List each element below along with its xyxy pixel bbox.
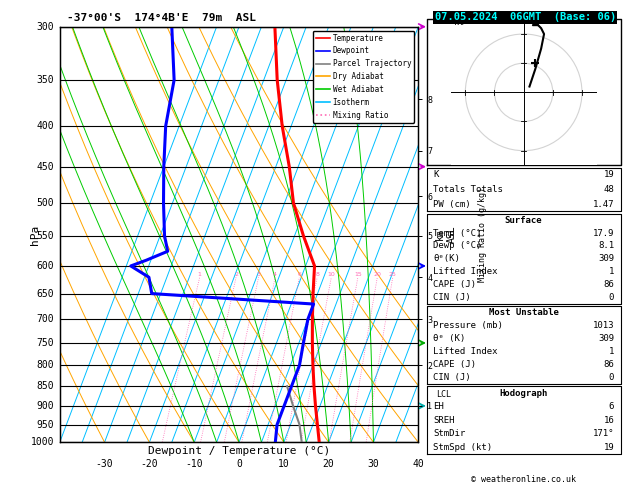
Text: 30: 30 <box>367 459 379 469</box>
Text: LCL: LCL <box>437 390 451 399</box>
Text: 171°: 171° <box>593 430 615 438</box>
Text: θᵉ (K): θᵉ (K) <box>433 334 465 343</box>
Text: Totals Totals: Totals Totals <box>433 185 503 194</box>
Text: 309: 309 <box>598 254 615 263</box>
Text: -10: -10 <box>186 459 203 469</box>
Text: 900: 900 <box>36 401 54 411</box>
Text: 19: 19 <box>603 443 615 452</box>
Text: 17.9: 17.9 <box>593 228 615 238</box>
Y-axis label: km
ASL: km ASL <box>435 226 457 243</box>
Text: Temp (°C): Temp (°C) <box>433 228 481 238</box>
Text: kt: kt <box>454 18 464 27</box>
Text: CAPE (J): CAPE (J) <box>433 360 476 369</box>
Text: Mixing Ratio (g/kg): Mixing Ratio (g/kg) <box>478 187 487 282</box>
Text: 07.05.2024  06GMT  (Base: 06): 07.05.2024 06GMT (Base: 06) <box>435 12 616 22</box>
Text: 0: 0 <box>609 373 615 382</box>
Text: Lifted Index: Lifted Index <box>433 347 498 356</box>
Text: 25: 25 <box>389 272 397 278</box>
Text: 1: 1 <box>609 347 615 356</box>
Text: Dewp (°C): Dewp (°C) <box>433 242 481 250</box>
Text: 20: 20 <box>374 272 381 278</box>
Text: 20: 20 <box>323 459 335 469</box>
Text: 1.47: 1.47 <box>593 200 615 208</box>
Text: 86: 86 <box>603 360 615 369</box>
Text: 48: 48 <box>603 185 615 194</box>
Text: 650: 650 <box>36 289 54 298</box>
Text: hPa: hPa <box>30 225 40 244</box>
Text: 19: 19 <box>603 171 615 179</box>
Text: Hodograph: Hodograph <box>499 389 548 398</box>
Text: 750: 750 <box>36 338 54 348</box>
Text: 6: 6 <box>609 402 615 411</box>
Text: 800: 800 <box>36 360 54 370</box>
Text: 6: 6 <box>298 272 301 278</box>
Text: 600: 600 <box>36 261 54 271</box>
Text: -20: -20 <box>140 459 159 469</box>
Text: 16: 16 <box>603 416 615 425</box>
Text: 3: 3 <box>257 272 260 278</box>
Text: 300: 300 <box>36 22 54 32</box>
Text: -30: -30 <box>96 459 113 469</box>
Text: © weatheronline.co.uk: © weatheronline.co.uk <box>471 474 576 484</box>
Text: StmDir: StmDir <box>433 430 465 438</box>
Text: SREH: SREH <box>433 416 455 425</box>
Text: 350: 350 <box>36 75 54 85</box>
X-axis label: Dewpoint / Temperature (°C): Dewpoint / Temperature (°C) <box>148 447 330 456</box>
Text: Surface: Surface <box>505 216 542 225</box>
Text: K: K <box>433 171 438 179</box>
Text: 700: 700 <box>36 314 54 324</box>
Text: 500: 500 <box>36 198 54 208</box>
Text: 550: 550 <box>36 231 54 241</box>
Text: 2: 2 <box>234 272 238 278</box>
Text: 15: 15 <box>354 272 362 278</box>
Text: θᵉ(K): θᵉ(K) <box>433 254 460 263</box>
Text: 40: 40 <box>413 459 424 469</box>
Text: 1013: 1013 <box>593 321 615 330</box>
Text: 86: 86 <box>603 280 615 289</box>
Text: CIN (J): CIN (J) <box>433 293 470 302</box>
Text: 450: 450 <box>36 162 54 172</box>
Text: 10: 10 <box>278 459 290 469</box>
Text: 400: 400 <box>36 121 54 131</box>
Text: 8: 8 <box>315 272 319 278</box>
Text: 10: 10 <box>328 272 335 278</box>
Text: 309: 309 <box>598 334 615 343</box>
Text: PW (cm): PW (cm) <box>433 200 470 208</box>
Text: 1000: 1000 <box>31 437 54 447</box>
Text: 0: 0 <box>609 293 615 302</box>
Text: CIN (J): CIN (J) <box>433 373 470 382</box>
Text: 0: 0 <box>236 459 242 469</box>
Text: 1: 1 <box>198 272 201 278</box>
Text: Pressure (mb): Pressure (mb) <box>433 321 503 330</box>
Text: -37°00'S  174°4B'E  79m  ASL: -37°00'S 174°4B'E 79m ASL <box>67 13 256 22</box>
Legend: Temperature, Dewpoint, Parcel Trajectory, Dry Adiabat, Wet Adiabat, Isotherm, Mi: Temperature, Dewpoint, Parcel Trajectory… <box>313 31 415 122</box>
Text: 1: 1 <box>609 267 615 276</box>
Text: 850: 850 <box>36 381 54 391</box>
Text: EH: EH <box>433 402 444 411</box>
Text: 8.1: 8.1 <box>598 242 615 250</box>
Text: 4: 4 <box>273 272 277 278</box>
Text: StmSpd (kt): StmSpd (kt) <box>433 443 492 452</box>
Text: Most Unstable: Most Unstable <box>489 308 559 317</box>
Text: 950: 950 <box>36 419 54 430</box>
Text: CAPE (J): CAPE (J) <box>433 280 476 289</box>
Text: Lifted Index: Lifted Index <box>433 267 498 276</box>
